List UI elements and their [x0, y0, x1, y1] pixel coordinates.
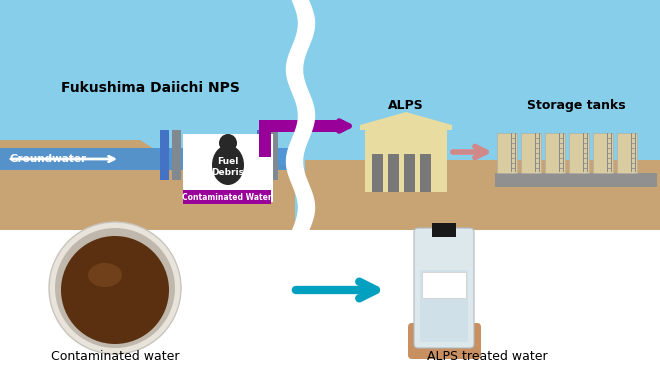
- Bar: [0, 148, 295, 170]
- Bar: [259, 120, 344, 132]
- Text: Fukushima Daiichi NPS: Fukushima Daiichi NPS: [61, 81, 240, 95]
- Bar: [259, 120, 271, 157]
- Bar: [545, 133, 565, 173]
- Text: ALPS treated water: ALPS treated water: [426, 350, 547, 363]
- Bar: [0, 0, 660, 230]
- Ellipse shape: [219, 134, 237, 152]
- Circle shape: [61, 236, 169, 344]
- Bar: [497, 133, 517, 173]
- Bar: [0, 225, 660, 370]
- Bar: [269, 130, 278, 180]
- Text: Storage tanks: Storage tanks: [527, 99, 625, 112]
- Bar: [432, 223, 456, 237]
- Bar: [183, 134, 273, 202]
- Text: Contaminated Water: Contaminated Water: [182, 192, 272, 202]
- Polygon shape: [0, 140, 295, 230]
- Bar: [495, 173, 657, 187]
- Bar: [183, 190, 271, 204]
- Bar: [305, 160, 660, 230]
- Bar: [172, 130, 181, 180]
- Bar: [569, 133, 589, 173]
- Circle shape: [55, 228, 175, 348]
- Bar: [593, 133, 613, 173]
- FancyBboxPatch shape: [408, 323, 481, 359]
- Bar: [404, 154, 415, 192]
- Text: ALPS: ALPS: [388, 99, 424, 112]
- FancyBboxPatch shape: [414, 228, 474, 348]
- Polygon shape: [360, 112, 452, 130]
- Bar: [160, 130, 169, 180]
- Text: Contaminated water: Contaminated water: [51, 350, 180, 363]
- Circle shape: [49, 222, 181, 354]
- Bar: [388, 154, 399, 192]
- Text: Groundwater: Groundwater: [10, 154, 87, 164]
- Ellipse shape: [88, 263, 122, 287]
- FancyBboxPatch shape: [420, 270, 468, 342]
- Text: Fuel
Debris: Fuel Debris: [211, 157, 244, 177]
- Bar: [617, 133, 637, 173]
- Ellipse shape: [212, 145, 244, 185]
- Bar: [365, 130, 447, 192]
- Bar: [422, 272, 466, 298]
- Bar: [521, 133, 541, 173]
- Bar: [257, 130, 266, 180]
- Bar: [372, 154, 383, 192]
- Bar: [420, 154, 431, 192]
